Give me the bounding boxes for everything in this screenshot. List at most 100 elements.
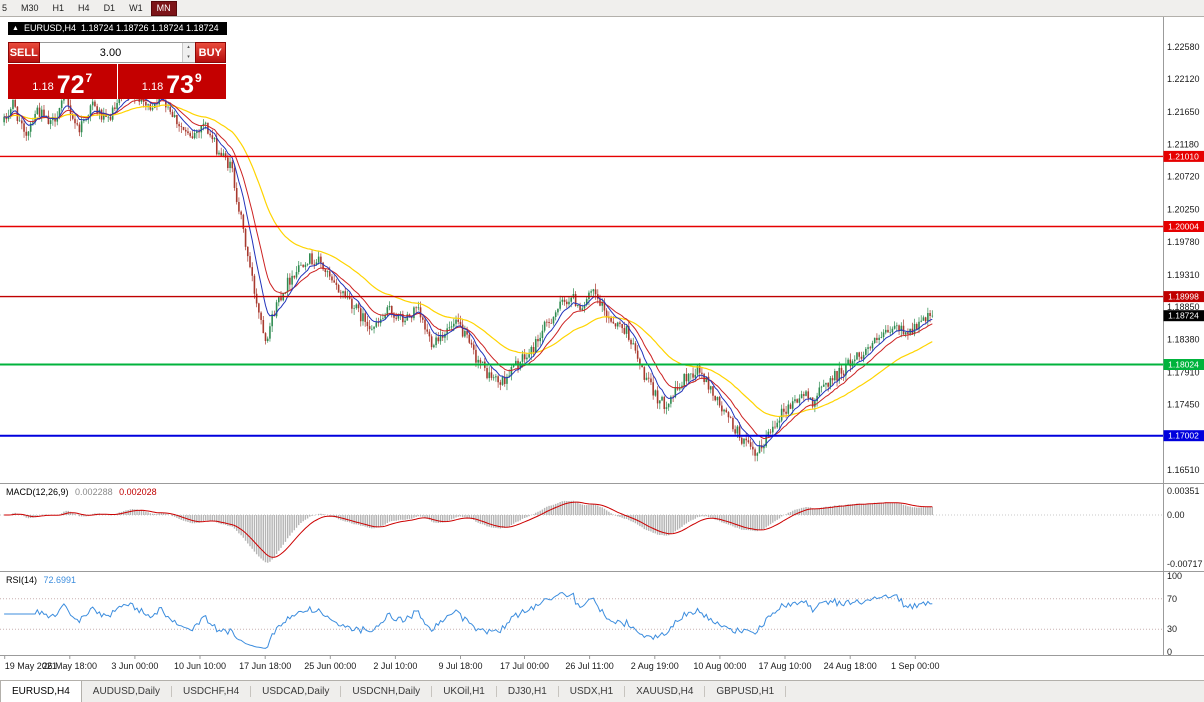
tab-ukoil-h1[interactable]: UKOil,H1 <box>443 686 485 697</box>
tab-usdx-h1[interactable]: USDX,H1 <box>569 686 614 697</box>
sell-price-prefix: 1.18 <box>32 81 54 93</box>
macd-indicator-label: MACD(12,26,9) 0.002288 0.002028 <box>6 487 157 497</box>
volume-up-icon[interactable]: ▴ <box>182 43 195 53</box>
tf-button-d1[interactable]: D1 <box>103 2 116 13</box>
price-tag-1.17002[interactable]: 1.17002 <box>1163 430 1204 442</box>
timeframe-toolbar: 5 M30 H1 H4 D1 W1 MN <box>0 0 1204 17</box>
buy-price-main: 73 <box>166 70 195 99</box>
price-chart-canvas[interactable]: 1.22580 1.22120 1.21650 1.21180 1.20720 1.202… <box>0 17 1204 680</box>
tab-divider <box>340 686 342 697</box>
time-label: 17 Aug 10:00 <box>758 661 811 671</box>
buy-price-display[interactable]: 1.18 73 9 <box>117 64 226 99</box>
time-label: 10 Jun 10:00 <box>174 661 226 671</box>
time-label: 24 Aug 18:00 <box>824 661 877 671</box>
svg-text:1.20004: 1.20004 <box>1168 222 1199 232</box>
tab-xauusd-h4[interactable]: XAUUSD,H4 <box>636 686 694 697</box>
rsi-line <box>4 591 933 649</box>
sell-price-display[interactable]: 1.18 72 7 <box>8 64 117 99</box>
tf-button-h4[interactable]: H4 <box>78 2 90 13</box>
time-label: 1 Sep 00:00 <box>891 661 940 671</box>
tab-divider <box>785 686 787 697</box>
svg-text:1.16510: 1.16510 <box>1167 465 1200 475</box>
svg-text:1.21650: 1.21650 <box>1167 107 1200 117</box>
tf-button-m30[interactable]: M30 <box>21 2 39 13</box>
tab-divider <box>171 686 173 697</box>
tab-divider <box>495 686 497 697</box>
tf-button-w1[interactable]: W1 <box>129 2 143 13</box>
rsi-value: 72.6991 <box>43 575 77 585</box>
price-tag-1.18724: 1.18724 <box>1163 310 1204 322</box>
chart-tab-bar: EURUSD,H4 AUDUSD,Daily USDCHF,H4 USDCAD,… <box>0 680 1204 702</box>
macd-signal-value: 0.002028 <box>119 487 157 497</box>
sell-price-sup: 7 <box>85 71 93 85</box>
tab-usdcnh-daily[interactable]: USDCNH,Daily <box>352 686 421 697</box>
svg-text:30: 30 <box>1167 624 1177 634</box>
svg-text:1.20720: 1.20720 <box>1167 172 1200 182</box>
sell-price-main: 72 <box>56 70 85 99</box>
macd-signal-line <box>4 501 933 558</box>
price-tag-1.18024[interactable]: 1.18024 <box>1163 359 1204 370</box>
tab-divider <box>250 686 252 697</box>
tab-divider <box>557 686 559 697</box>
candlesticks <box>3 83 934 462</box>
volume-down-icon[interactable]: ▾ <box>182 52 195 62</box>
svg-text:-0.00717: -0.00717 <box>1167 559 1203 569</box>
svg-text:1.22580: 1.22580 <box>1167 42 1200 52</box>
tab-gbpusd-h1[interactable]: GBPUSD,H1 <box>716 686 775 697</box>
svg-text:1.18724: 1.18724 <box>1168 311 1199 321</box>
svg-text:1.22120: 1.22120 <box>1167 74 1200 84</box>
one-click-trading-panel: SELL ▴ ▾ BUY 1.18 72 7 1.18 73 9 <box>8 42 226 99</box>
tab-divider <box>624 686 626 697</box>
tab-usdcad-daily[interactable]: USDCAD,Daily <box>262 686 330 697</box>
tab-audusd-daily[interactable]: AUDUSD,Daily <box>92 686 161 697</box>
svg-text:1.18380: 1.18380 <box>1167 335 1200 345</box>
volume-input[interactable] <box>39 43 182 62</box>
svg-text:1.17910: 1.17910 <box>1167 367 1200 377</box>
time-label: 19 May 2021 <box>5 661 57 671</box>
price-tag-1.18998[interactable]: 1.18998 <box>1163 291 1204 303</box>
ma-mid-line <box>4 99 933 440</box>
price-tag-1.20004[interactable]: 1.20004 <box>1163 221 1204 232</box>
svg-text:0: 0 <box>1167 647 1172 657</box>
time-label: 2 Aug 19:00 <box>631 661 679 671</box>
tf-button-m5[interactable]: 5 <box>2 2 8 13</box>
svg-text:1.18998: 1.18998 <box>1168 292 1199 302</box>
buy-price-sup: 9 <box>195 71 202 85</box>
tf-button-mn[interactable]: MN <box>150 0 177 16</box>
ohlc-values: 1.18724 1.18726 1.18724 1.18724 <box>80 23 219 33</box>
rsi-name: RSI(14) <box>6 575 38 585</box>
svg-text:70: 70 <box>1167 594 1177 604</box>
time-label: 17 Jun 18:00 <box>239 661 291 671</box>
time-label: 25 Jun 00:00 <box>304 661 356 671</box>
svg-text:0.00: 0.00 <box>1167 510 1185 520</box>
time-label: 26 May 18:00 <box>43 661 98 671</box>
buy-price-prefix: 1.18 <box>141 81 164 93</box>
time-label: 26 Jul 11:00 <box>565 661 613 671</box>
svg-text:1.18024: 1.18024 <box>1168 360 1199 370</box>
symbol-name: EURUSD,H4 <box>23 23 76 33</box>
svg-text:1.19310: 1.19310 <box>1167 270 1200 280</box>
sell-button[interactable]: SELL <box>8 42 40 63</box>
volume-spinner: ▴ ▾ <box>181 43 195 62</box>
ma-slow-line <box>4 104 933 418</box>
volume-box: ▴ ▾ <box>39 42 195 63</box>
time-label: 17 Jul 00:00 <box>500 661 549 671</box>
tf-button-h1[interactable]: H1 <box>52 2 65 13</box>
tab-eurusd-h4[interactable]: EURUSD,H4 <box>0 681 82 702</box>
price-tag-1.21010[interactable]: 1.21010 <box>1163 150 1204 162</box>
tab-divider <box>431 686 433 697</box>
svg-text:1.20250: 1.20250 <box>1167 204 1200 214</box>
svg-text:0.00351: 0.00351 <box>1167 486 1200 496</box>
time-label: 9 Jul 18:00 <box>438 661 482 671</box>
svg-text:100: 100 <box>1167 571 1182 581</box>
collapse-triangle-icon[interactable]: ▲ <box>12 24 19 32</box>
tab-usdchf-h4[interactable]: USDCHF,H4 <box>183 686 240 697</box>
svg-text:1.19780: 1.19780 <box>1167 237 1200 247</box>
macd-name: MACD(12,26,9) <box>6 487 69 497</box>
svg-text:1.18850: 1.18850 <box>1167 302 1200 312</box>
svg-text:1.21180: 1.21180 <box>1167 140 1199 150</box>
buy-button[interactable]: BUY <box>194 42 226 63</box>
svg-text:1.21010: 1.21010 <box>1168 151 1199 161</box>
tab-dj30-h1[interactable]: DJ30,H1 <box>507 686 547 697</box>
chart-window: 1.22580 1.22120 1.21650 1.21180 1.20720 1.202… <box>0 17 1204 680</box>
